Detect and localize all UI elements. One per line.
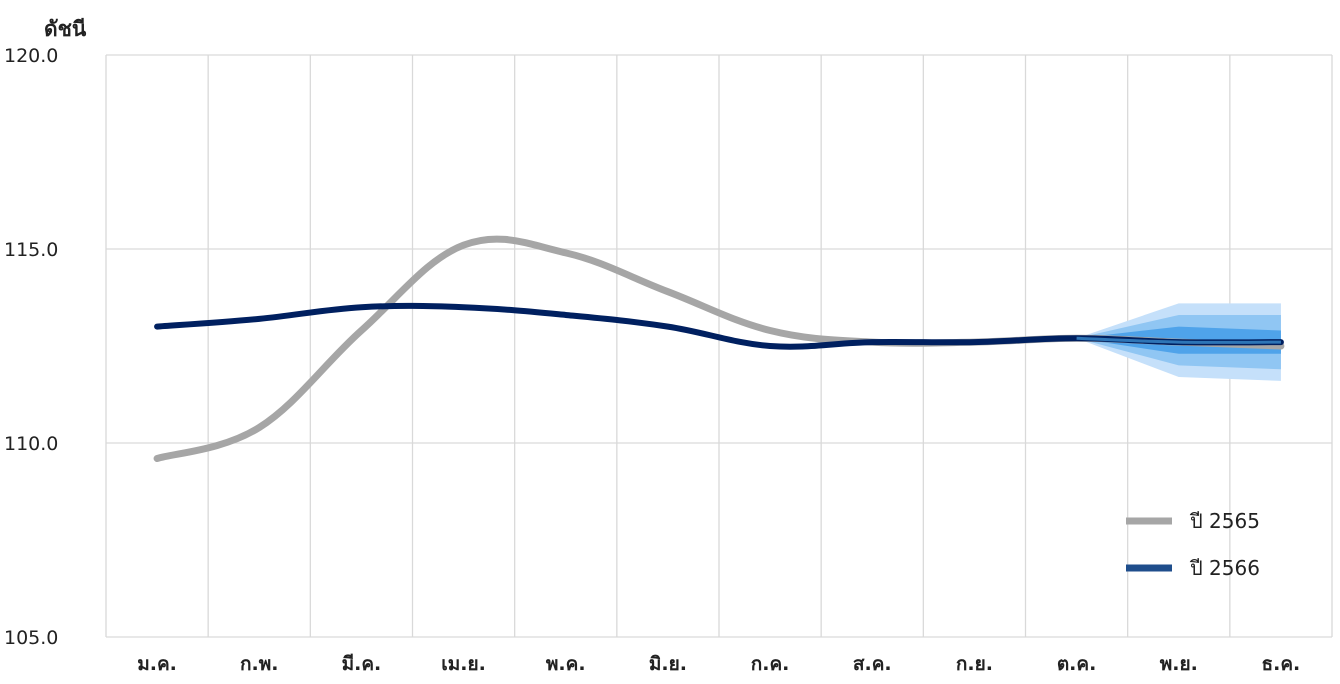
y-tick-label: 120.0 (4, 45, 58, 67)
x-tick-label: เม.ย. (441, 653, 486, 675)
x-tick-label: พ.ย. (1160, 653, 1198, 675)
y-tick-label: 110.0 (4, 433, 58, 455)
x-tick-label: ก.ย. (956, 653, 993, 675)
y-tick-labels: 105.0 110.0 115.0 120.0 (4, 45, 58, 649)
x-tick-label: ต.ค. (1057, 653, 1096, 675)
x-tick-label: ม.ค. (137, 653, 177, 675)
forecast-line (1076, 336, 1281, 344)
y-axis-label: ดัชนี (44, 17, 87, 41)
x-tick-label: ก.ค. (751, 653, 790, 675)
x-tick-label: ก.พ. (240, 653, 278, 675)
x-tick-label: ธ.ค. (1262, 653, 1301, 675)
x-tick-label: ส.ค. (853, 653, 892, 675)
x-tick-label: พ.ค. (546, 653, 586, 675)
x-tick-labels: ม.ค. ก.พ. มี.ค. เม.ย. พ.ค. มิ.ย. ก.ค. ส.ค. ก.ย. ต… (137, 653, 1300, 675)
legend-label-2565: ปี 2565 (1190, 509, 1260, 533)
legend-label-2566: ปี 2566 (1190, 556, 1260, 580)
x-tick-label: มี.ค. (342, 653, 382, 675)
y-tick-label: 105.0 (4, 627, 58, 649)
legend: ปี 2565 ปี 2566 (1126, 509, 1260, 580)
x-tick-label: มิ.ย. (649, 653, 687, 675)
y-tick-label: 115.0 (4, 239, 58, 261)
series-lines (153, 235, 1285, 463)
